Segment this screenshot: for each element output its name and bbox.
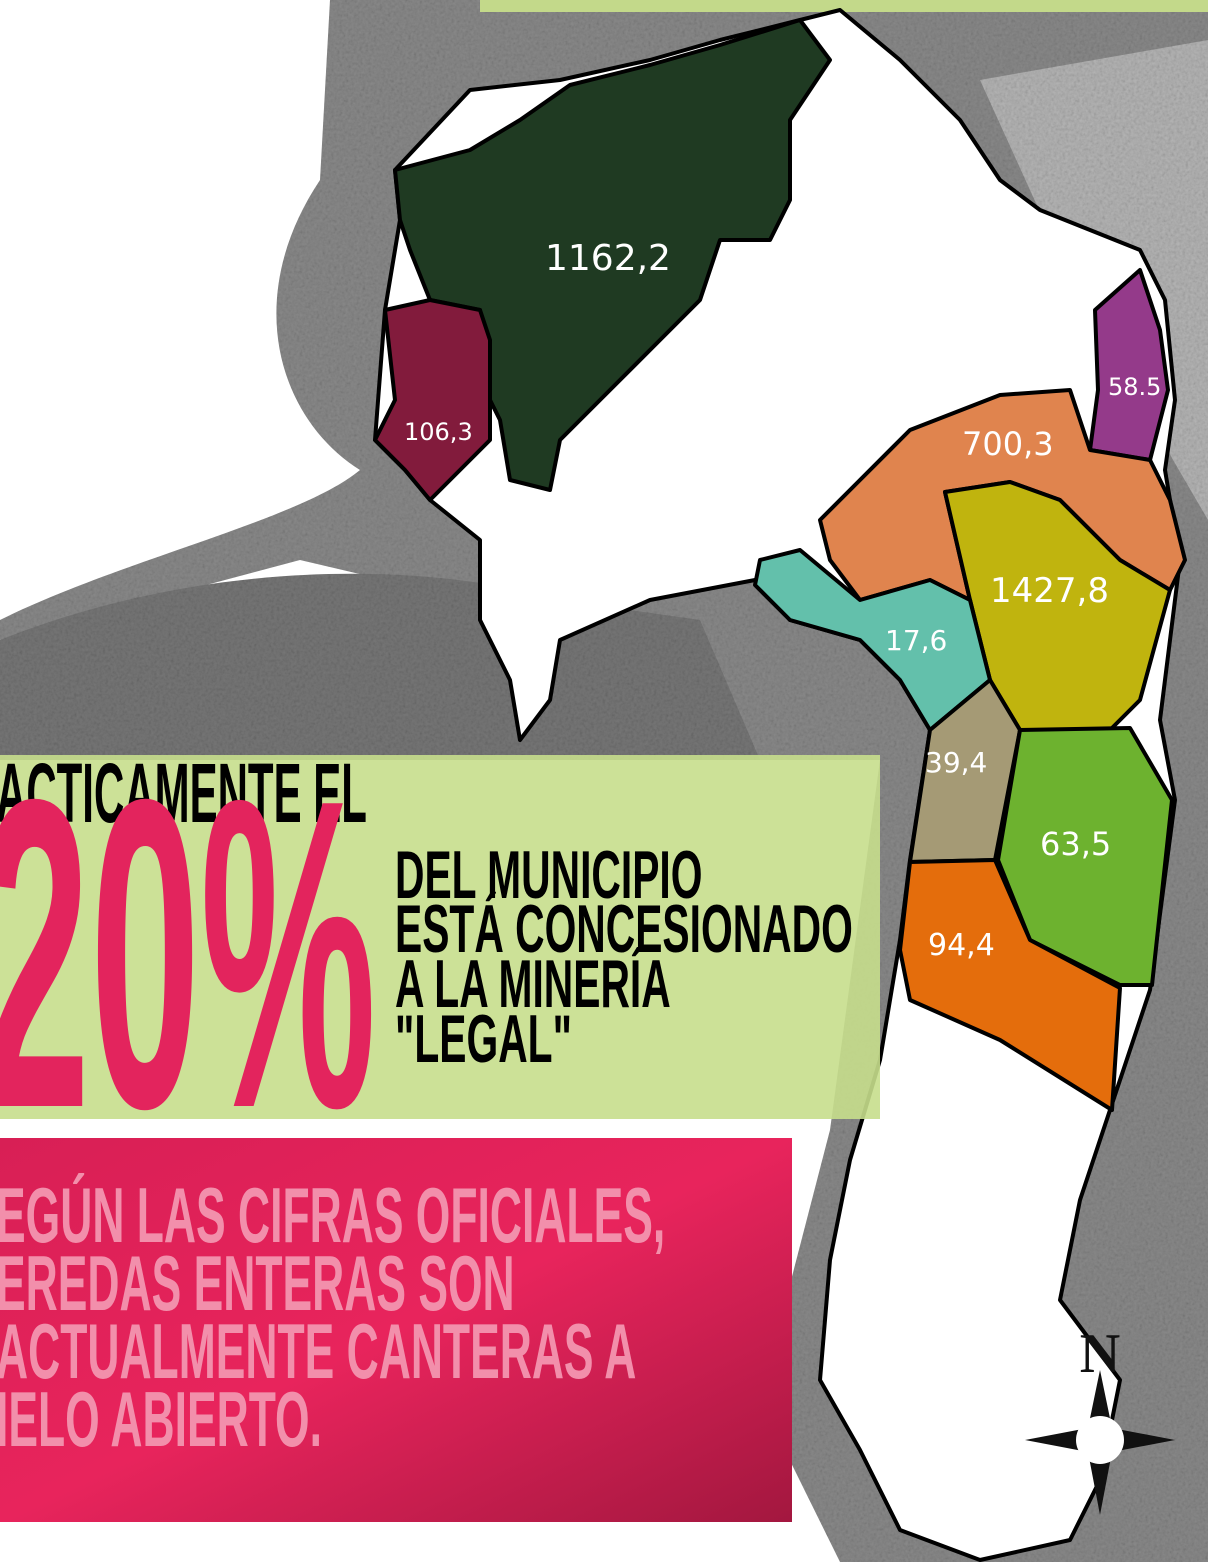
region-label: 1162,2 — [545, 238, 671, 279]
page: 1162,2 106,3 58.5 700,3 1427,8 17,6 39,4… — [0, 0, 1208, 1562]
region-label: 106,3 — [404, 418, 473, 446]
note-line: IELO ABIERTO. — [0, 1377, 322, 1463]
region-label: 63,5 — [1040, 825, 1111, 863]
region-label: 94,4 — [928, 928, 995, 963]
callout-line: "LEGAL" — [395, 1000, 572, 1076]
region-label: 1427,8 — [990, 571, 1109, 611]
compass-label: N — [1080, 1323, 1120, 1385]
region-label: 17,6 — [885, 624, 947, 657]
callout-figure: 20% — [0, 709, 376, 1200]
region-label: 39,4 — [925, 746, 987, 779]
infographic: 1162,2 106,3 58.5 700,3 1427,8 17,6 39,4… — [0, 0, 1208, 1562]
region-label: 58.5 — [1108, 373, 1161, 401]
top-strip — [480, 0, 1208, 12]
region-label: 700,3 — [962, 425, 1054, 463]
